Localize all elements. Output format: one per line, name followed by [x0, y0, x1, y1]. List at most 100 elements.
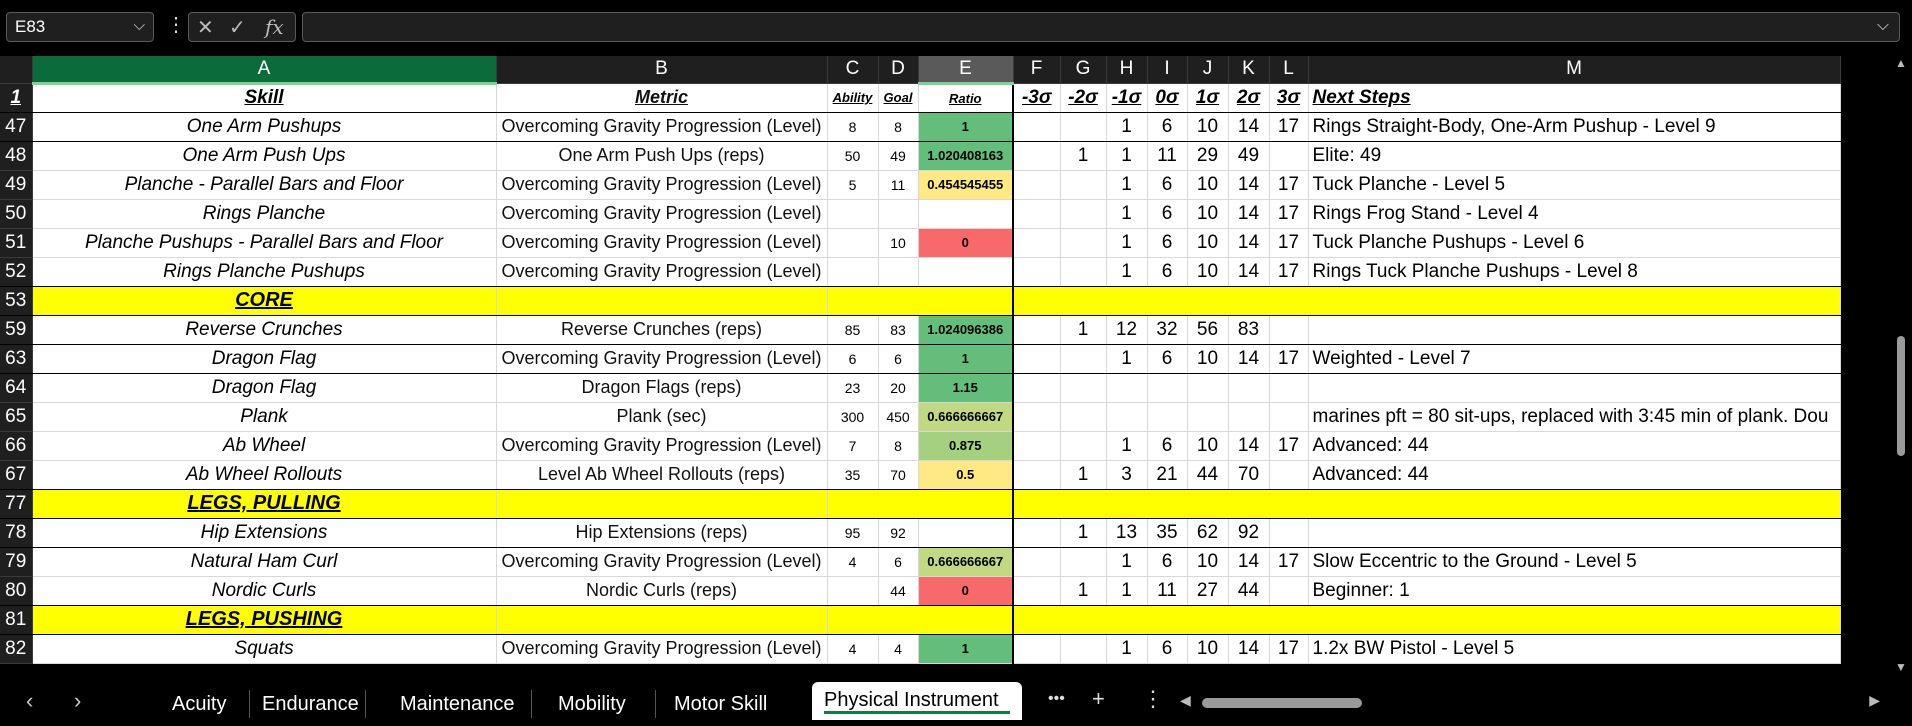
sigma-cell[interactable]: 10 — [1187, 547, 1229, 577]
section-title[interactable]: LEGS, PULLING — [32, 489, 497, 519]
metric-cell[interactable]: Hip Extensions (reps) — [496, 518, 828, 548]
sheet-tab[interactable]: Maintenance — [390, 690, 532, 718]
sigma-cell[interactable]: 1 — [1106, 344, 1148, 374]
goal-cell[interactable] — [878, 257, 919, 287]
row-header[interactable]: 80 — [0, 576, 33, 606]
metric-cell[interactable]: Overcoming Gravity Progression (Level) — [496, 344, 828, 374]
next-steps-cell[interactable] — [1308, 373, 1841, 403]
sheet-options-icon[interactable]: ⋮ — [1142, 686, 1164, 711]
skill-cell[interactable]: Natural Ham Curl — [32, 547, 497, 577]
header-metric[interactable]: Metric — [496, 83, 828, 113]
sigma-cell[interactable] — [1060, 402, 1107, 432]
sigma-cell[interactable]: 83 — [1228, 315, 1270, 345]
chevron-down-icon[interactable]: ⌵ — [133, 17, 145, 34]
ratio-cell[interactable]: 1 — [918, 112, 1014, 142]
metric-cell[interactable]: One Arm Push Ups (reps) — [496, 141, 828, 171]
sigma-cell[interactable]: 10 — [1187, 199, 1229, 229]
sigma-cell[interactable]: 10 — [1187, 634, 1229, 664]
ratio-cell[interactable]: 1 — [918, 634, 1014, 664]
next-steps-cell[interactable]: Weighted - Level 7 — [1308, 344, 1841, 374]
sigma-cell[interactable] — [1106, 373, 1148, 403]
sigma-cell[interactable]: 1 — [1106, 634, 1148, 664]
sigma-cell[interactable] — [1147, 402, 1188, 432]
row-header[interactable]: 51 — [0, 228, 33, 258]
sigma-cell[interactable] — [1269, 402, 1309, 432]
next-steps-cell[interactable]: Tuck Planche - Level 5 — [1308, 170, 1841, 200]
sigma-cell[interactable]: 10 — [1187, 170, 1229, 200]
sigma-cell[interactable]: 14 — [1228, 257, 1270, 287]
sigma-cell[interactable]: 92 — [1228, 518, 1270, 548]
header-ratio[interactable]: Ratio — [918, 83, 1014, 113]
ratio-cell[interactable]: 1.024096386 — [918, 315, 1014, 345]
sigma-cell[interactable]: 6 — [1147, 431, 1188, 461]
ability-cell[interactable]: 23 — [827, 373, 879, 403]
skill-cell[interactable]: Rings Planche — [32, 199, 497, 229]
column-header-e[interactable]: E — [918, 56, 1014, 85]
goal-cell[interactable] — [878, 199, 919, 229]
sigma-cell[interactable] — [1013, 547, 1061, 577]
goal-cell[interactable]: 20 — [878, 373, 919, 403]
sigma-cell[interactable] — [1269, 518, 1309, 548]
ratio-cell[interactable]: 0.5 — [918, 460, 1014, 490]
sigma-cell[interactable]: 17 — [1269, 344, 1309, 374]
sigma-cell[interactable]: 1 — [1106, 431, 1148, 461]
sigma-cell[interactable] — [1013, 199, 1061, 229]
section-fill[interactable] — [827, 605, 1014, 635]
sigma-cell[interactable]: 6 — [1147, 634, 1188, 664]
ability-cell[interactable]: 35 — [827, 460, 879, 490]
row-header[interactable]: 48 — [0, 141, 33, 171]
sigma-cell[interactable]: 11 — [1147, 576, 1188, 606]
scroll-down-icon[interactable]: ▼ — [1895, 660, 1907, 674]
sigma-cell[interactable] — [1228, 402, 1270, 432]
ratio-cell[interactable]: 0.666666667 — [918, 402, 1014, 432]
sigma-cell[interactable]: 1 — [1106, 257, 1148, 287]
header-skill[interactable]: Skill — [32, 83, 497, 113]
ability-cell[interactable]: 5 — [827, 170, 879, 200]
sigma-cell[interactable]: 14 — [1228, 634, 1270, 664]
scroll-up-icon[interactable]: ▲ — [1895, 56, 1907, 70]
header-sigma[interactable]: 3σ — [1269, 83, 1309, 113]
expand-formula-icon[interactable]: ⌵ — [1876, 17, 1889, 34]
sigma-cell[interactable]: 17 — [1269, 112, 1309, 142]
sheet-tab[interactable]: Physical Instrument — [812, 682, 1022, 720]
metric-cell[interactable]: Overcoming Gravity Progression (Level) — [496, 547, 828, 577]
goal-cell[interactable]: 6 — [878, 547, 919, 577]
sigma-cell[interactable] — [1060, 373, 1107, 403]
sigma-cell[interactable]: 10 — [1187, 431, 1229, 461]
horizontal-scroll-thumb[interactable] — [1202, 698, 1362, 708]
sheet-tab[interactable]: Motor Skill — [664, 690, 800, 718]
section-fill[interactable] — [1013, 489, 1841, 519]
next-steps-cell[interactable]: Rings Straight-Body, One-Arm Pushup - Le… — [1308, 112, 1841, 142]
goal-cell[interactable]: 6 — [878, 344, 919, 374]
skill-cell[interactable]: Reverse Crunches — [32, 315, 497, 345]
cancel-icon[interactable]: ✕ — [197, 17, 214, 39]
horizontal-scrollbar[interactable]: ◀ ▶ — [1180, 692, 1880, 710]
metric-cell[interactable]: Overcoming Gravity Progression (Level) — [496, 431, 828, 461]
metric-cell[interactable]: Overcoming Gravity Progression (Level) — [496, 112, 828, 142]
ratio-cell[interactable] — [918, 257, 1014, 287]
column-header-h[interactable]: H — [1106, 56, 1148, 84]
row-header[interactable]: 52 — [0, 257, 33, 287]
sigma-cell[interactable]: 27 — [1187, 576, 1229, 606]
sigma-cell[interactable] — [1013, 257, 1061, 287]
column-header-g[interactable]: G — [1060, 56, 1107, 84]
goal-cell[interactable]: 92 — [878, 518, 919, 548]
row-header[interactable]: 49 — [0, 170, 33, 200]
header-sigma[interactable]: 2σ — [1228, 83, 1270, 113]
sigma-cell[interactable]: 14 — [1228, 170, 1270, 200]
metric-cell[interactable]: Overcoming Gravity Progression (Level) — [496, 199, 828, 229]
vertical-scroll-thumb[interactable] — [1897, 336, 1905, 456]
ability-cell[interactable]: 7 — [827, 431, 879, 461]
sigma-cell[interactable] — [1013, 460, 1061, 490]
ability-cell[interactable] — [827, 199, 879, 229]
sigma-cell[interactable]: 10 — [1187, 344, 1229, 374]
next-steps-cell[interactable]: Rings Frog Stand - Level 4 — [1308, 199, 1841, 229]
sigma-cell[interactable] — [1013, 373, 1061, 403]
ratio-cell[interactable]: 1.15 — [918, 373, 1014, 403]
row-header[interactable]: 82 — [0, 634, 33, 664]
sigma-cell[interactable]: 17 — [1269, 634, 1309, 664]
sigma-cell[interactable]: 13 — [1106, 518, 1148, 548]
sigma-cell[interactable] — [1013, 315, 1061, 345]
select-all-corner[interactable] — [0, 56, 33, 84]
sigma-cell[interactable]: 1 — [1060, 576, 1107, 606]
